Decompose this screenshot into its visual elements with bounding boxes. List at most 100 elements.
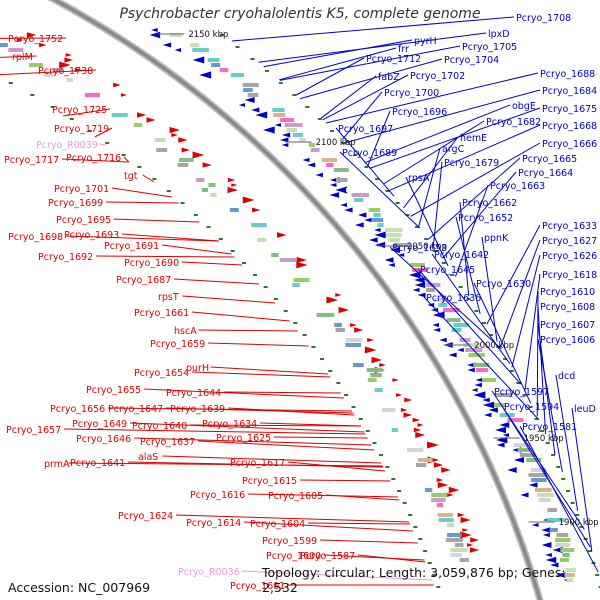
right-gene-label[interactable]: Pcryo_1679 — [444, 158, 499, 169]
right-gene-label[interactable]: Pcryo_1607 — [540, 320, 595, 331]
right-gene-label[interactable]: Pcryo_1627 — [542, 236, 597, 247]
right-gene-label[interactable]: Pcryo_1626 — [542, 251, 597, 262]
right-gene-label[interactable]: Pcryo_1682 — [486, 117, 541, 128]
right-gene-label[interactable]: Pcryo_1652 — [458, 213, 513, 224]
left-gene-label[interactable]: Pcryo_1738 — [38, 66, 93, 77]
right-gene-label[interactable]: Pcryo_1581 — [522, 422, 577, 433]
right-gene-label[interactable]: Pcryo_1675 — [542, 104, 597, 115]
left-gene-label[interactable]: Pcryo_1605 — [268, 491, 323, 502]
left-gene-label[interactable]: Pcryo_1654 — [134, 368, 189, 379]
right-gene-label[interactable]: Pcryo_1697 — [338, 124, 393, 135]
left-gene-label[interactable]: Pcryo_1625 — [216, 433, 271, 444]
left-gene-label[interactable]: hscA — [174, 326, 197, 337]
right-gene-label[interactable]: Pcryo_1664 — [518, 168, 573, 179]
left-gene-label[interactable]: Pcryo_1716 — [66, 153, 121, 164]
left-gene-label[interactable]: Pcryo_1691 — [104, 241, 159, 252]
right-gene-label[interactable]: Pcryo_1700 — [384, 88, 439, 99]
right-gene-label[interactable]: Pcryo_1618 — [542, 270, 597, 281]
left-gene-label[interactable]: Pcryo_1617 — [230, 458, 285, 469]
right-gene-label[interactable]: Pcryo_1712 — [366, 54, 421, 65]
right-gene-label[interactable]: ppnK — [484, 233, 509, 244]
left-gene-label[interactable]: Pcryo_1644 — [166, 388, 221, 399]
right-gene-label[interactable]: rpsA — [408, 173, 430, 184]
left-gene-label[interactable]: Pcryo_1646 — [76, 434, 131, 445]
left-gene-label[interactable]: Pcryo_1604 — [250, 519, 305, 530]
left-gene-label[interactable]: Pcryo_R0036 — [178, 567, 240, 578]
left-gene-label[interactable]: Pcryo_1692 — [38, 252, 93, 263]
left-gene-label[interactable]: Pcryo_1655 — [86, 385, 141, 396]
left-gene-label[interactable]: Pcryo_1637 — [140, 437, 195, 448]
right-gene-label[interactable]: Pcryo_1708 — [516, 13, 571, 24]
left-gene-label[interactable]: Pcryo_1659 — [150, 339, 205, 350]
right-gene-label[interactable]: dcd — [558, 371, 575, 382]
left-gene-label[interactable]: Pcryo_1599 — [262, 536, 317, 547]
left-gene-label[interactable]: tgt — [124, 171, 138, 182]
right-gene-label[interactable]: Pcryo_1696 — [392, 107, 447, 118]
left-gene-label[interactable]: Pcryo_1752 — [8, 34, 63, 45]
right-gene-label[interactable]: Pcryo_1668 — [542, 121, 597, 132]
left-gene-label[interactable]: Pcryo_1615 — [242, 476, 297, 487]
right-gene-label[interactable]: Pcryo_1662 — [462, 198, 517, 209]
right-gene-label[interactable]: Pcryo_1653 — [392, 243, 447, 254]
right-gene-label[interactable]: argC — [442, 144, 465, 155]
right-gene-label[interactable]: pyrH — [414, 36, 437, 47]
right-gene-label[interactable]: Pcryo_1633 — [542, 221, 597, 232]
left-gene-label[interactable]: Pcryo_1614 — [186, 518, 241, 529]
left-gene-label[interactable]: Pcryo_1717 — [4, 155, 59, 166]
right-gene-label[interactable]: Pcryo_1688 — [540, 69, 595, 80]
right-gene-label[interactable]: Pcryo_1663 — [490, 181, 545, 192]
right-gene-label[interactable]: Pcryo_1645 — [420, 265, 475, 276]
right-gene-label[interactable]: Pcryo_1666 — [542, 139, 597, 150]
right-gene-label[interactable]: Pcryo_1704 — [444, 55, 499, 66]
left-gene-label[interactable]: Pcryo_1641 — [70, 458, 125, 469]
left-gene-label[interactable]: Pcryo_1693 — [64, 230, 119, 241]
right-gene-label[interactable]: Pcryo_1684 — [542, 86, 597, 97]
right-gene-label[interactable]: Pcryo_1608 — [540, 302, 595, 313]
right-gene-label[interactable]: fabZ — [378, 72, 400, 83]
left-gene-label[interactable]: Pcryo_1600 — [266, 551, 321, 562]
left-gene-label[interactable]: rpsT — [158, 292, 179, 303]
right-gene-label[interactable]: Pcryo_1594 — [504, 402, 559, 413]
left-gene-label[interactable]: Pcryo_R0039 — [36, 140, 98, 151]
left-gene-label[interactable]: Pcryo_1657 — [6, 425, 61, 436]
left-gene-label[interactable]: Pcryo_1587 — [300, 551, 355, 562]
left-gene-label[interactable]: Pcryo_1725 — [52, 105, 107, 116]
left-gene-label[interactable]: prmA — [44, 459, 70, 470]
right-gene-label[interactable]: hemE — [460, 133, 487, 144]
left-gene-label[interactable]: Pcryo_1687 — [116, 275, 171, 286]
left-gene-label[interactable]: Pcryo_1661 — [134, 308, 189, 319]
right-gene-label[interactable]: Pcryo_1636 — [426, 293, 481, 304]
left-gene-label[interactable]: alaS — [138, 452, 158, 463]
left-gene-label[interactable]: Pcryo_1719 — [54, 124, 109, 135]
left-gene-label[interactable]: Pcryo_1634 — [202, 419, 257, 430]
left-gene-label[interactable]: Pcryo_1649 — [72, 419, 127, 430]
left-gene-label[interactable]: Pcryo_1701 — [54, 184, 109, 195]
right-gene-label[interactable]: Pcryo_1630 — [476, 279, 531, 290]
left-gene-label[interactable]: Pcryo_1624 — [118, 511, 173, 522]
left-gene-label[interactable]: Pcryo_1616 — [190, 490, 245, 501]
right-gene-label[interactable]: Pcryo_1642 — [434, 250, 489, 261]
right-gene-label[interactable]: Pcryo_1597 — [494, 387, 549, 398]
right-gene-label[interactable]: frr — [398, 44, 409, 55]
feature-segment — [195, 178, 205, 182]
right-gene-label[interactable]: Pcryo_1665 — [522, 154, 577, 165]
right-gene-label[interactable]: Pcryo_1705 — [462, 42, 517, 53]
right-gene-label[interactable]: Pcryo_1606 — [540, 335, 595, 346]
left-gene-label[interactable]: Pcryo_1656 — [50, 404, 105, 415]
left-gene-label[interactable]: Pcryo_1639 — [170, 404, 225, 415]
right-gene-label[interactable]: leuD — [574, 404, 596, 415]
left-gene-label[interactable]: Pcryo_1698 — [8, 232, 63, 243]
left-gene-label[interactable]: Pcryo_1699 — [48, 198, 103, 209]
left-gene-label[interactable]: Pcryo_1640 — [132, 421, 187, 432]
right-gene-label[interactable]: obgE — [512, 101, 536, 112]
right-gene-label[interactable]: Pcryo_1702 — [410, 71, 465, 82]
right-gene-label[interactable]: Pcryo_1610 — [540, 287, 595, 298]
right-gene-label[interactable]: Pcryo_1689 — [342, 148, 397, 159]
left-gene-label[interactable]: Pcryo_1690 — [124, 258, 179, 269]
left-gene-label[interactable]: rplM — [12, 52, 33, 63]
left-gene-label[interactable]: Pcryo_1601 — [230, 581, 285, 592]
right-gene-label[interactable]: lpxD — [488, 29, 510, 40]
left-gene-label[interactable]: purH — [186, 363, 209, 374]
left-gene-label[interactable]: Pcryo_1647 — [108, 404, 163, 415]
left-gene-label[interactable]: Pcryo_1695 — [56, 215, 111, 226]
